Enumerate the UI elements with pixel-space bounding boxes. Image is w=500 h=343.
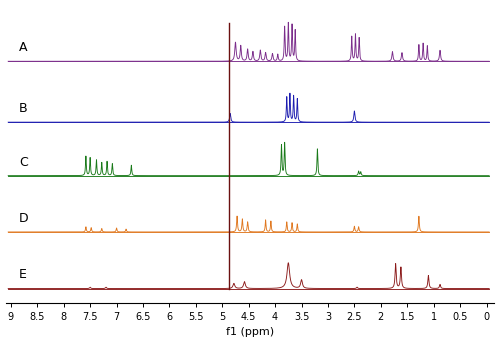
Text: E: E — [19, 269, 26, 281]
Text: B: B — [19, 102, 28, 115]
Text: A: A — [19, 41, 28, 54]
Text: C: C — [19, 155, 28, 168]
Text: D: D — [19, 212, 28, 225]
X-axis label: f1 (ppm): f1 (ppm) — [226, 328, 274, 338]
